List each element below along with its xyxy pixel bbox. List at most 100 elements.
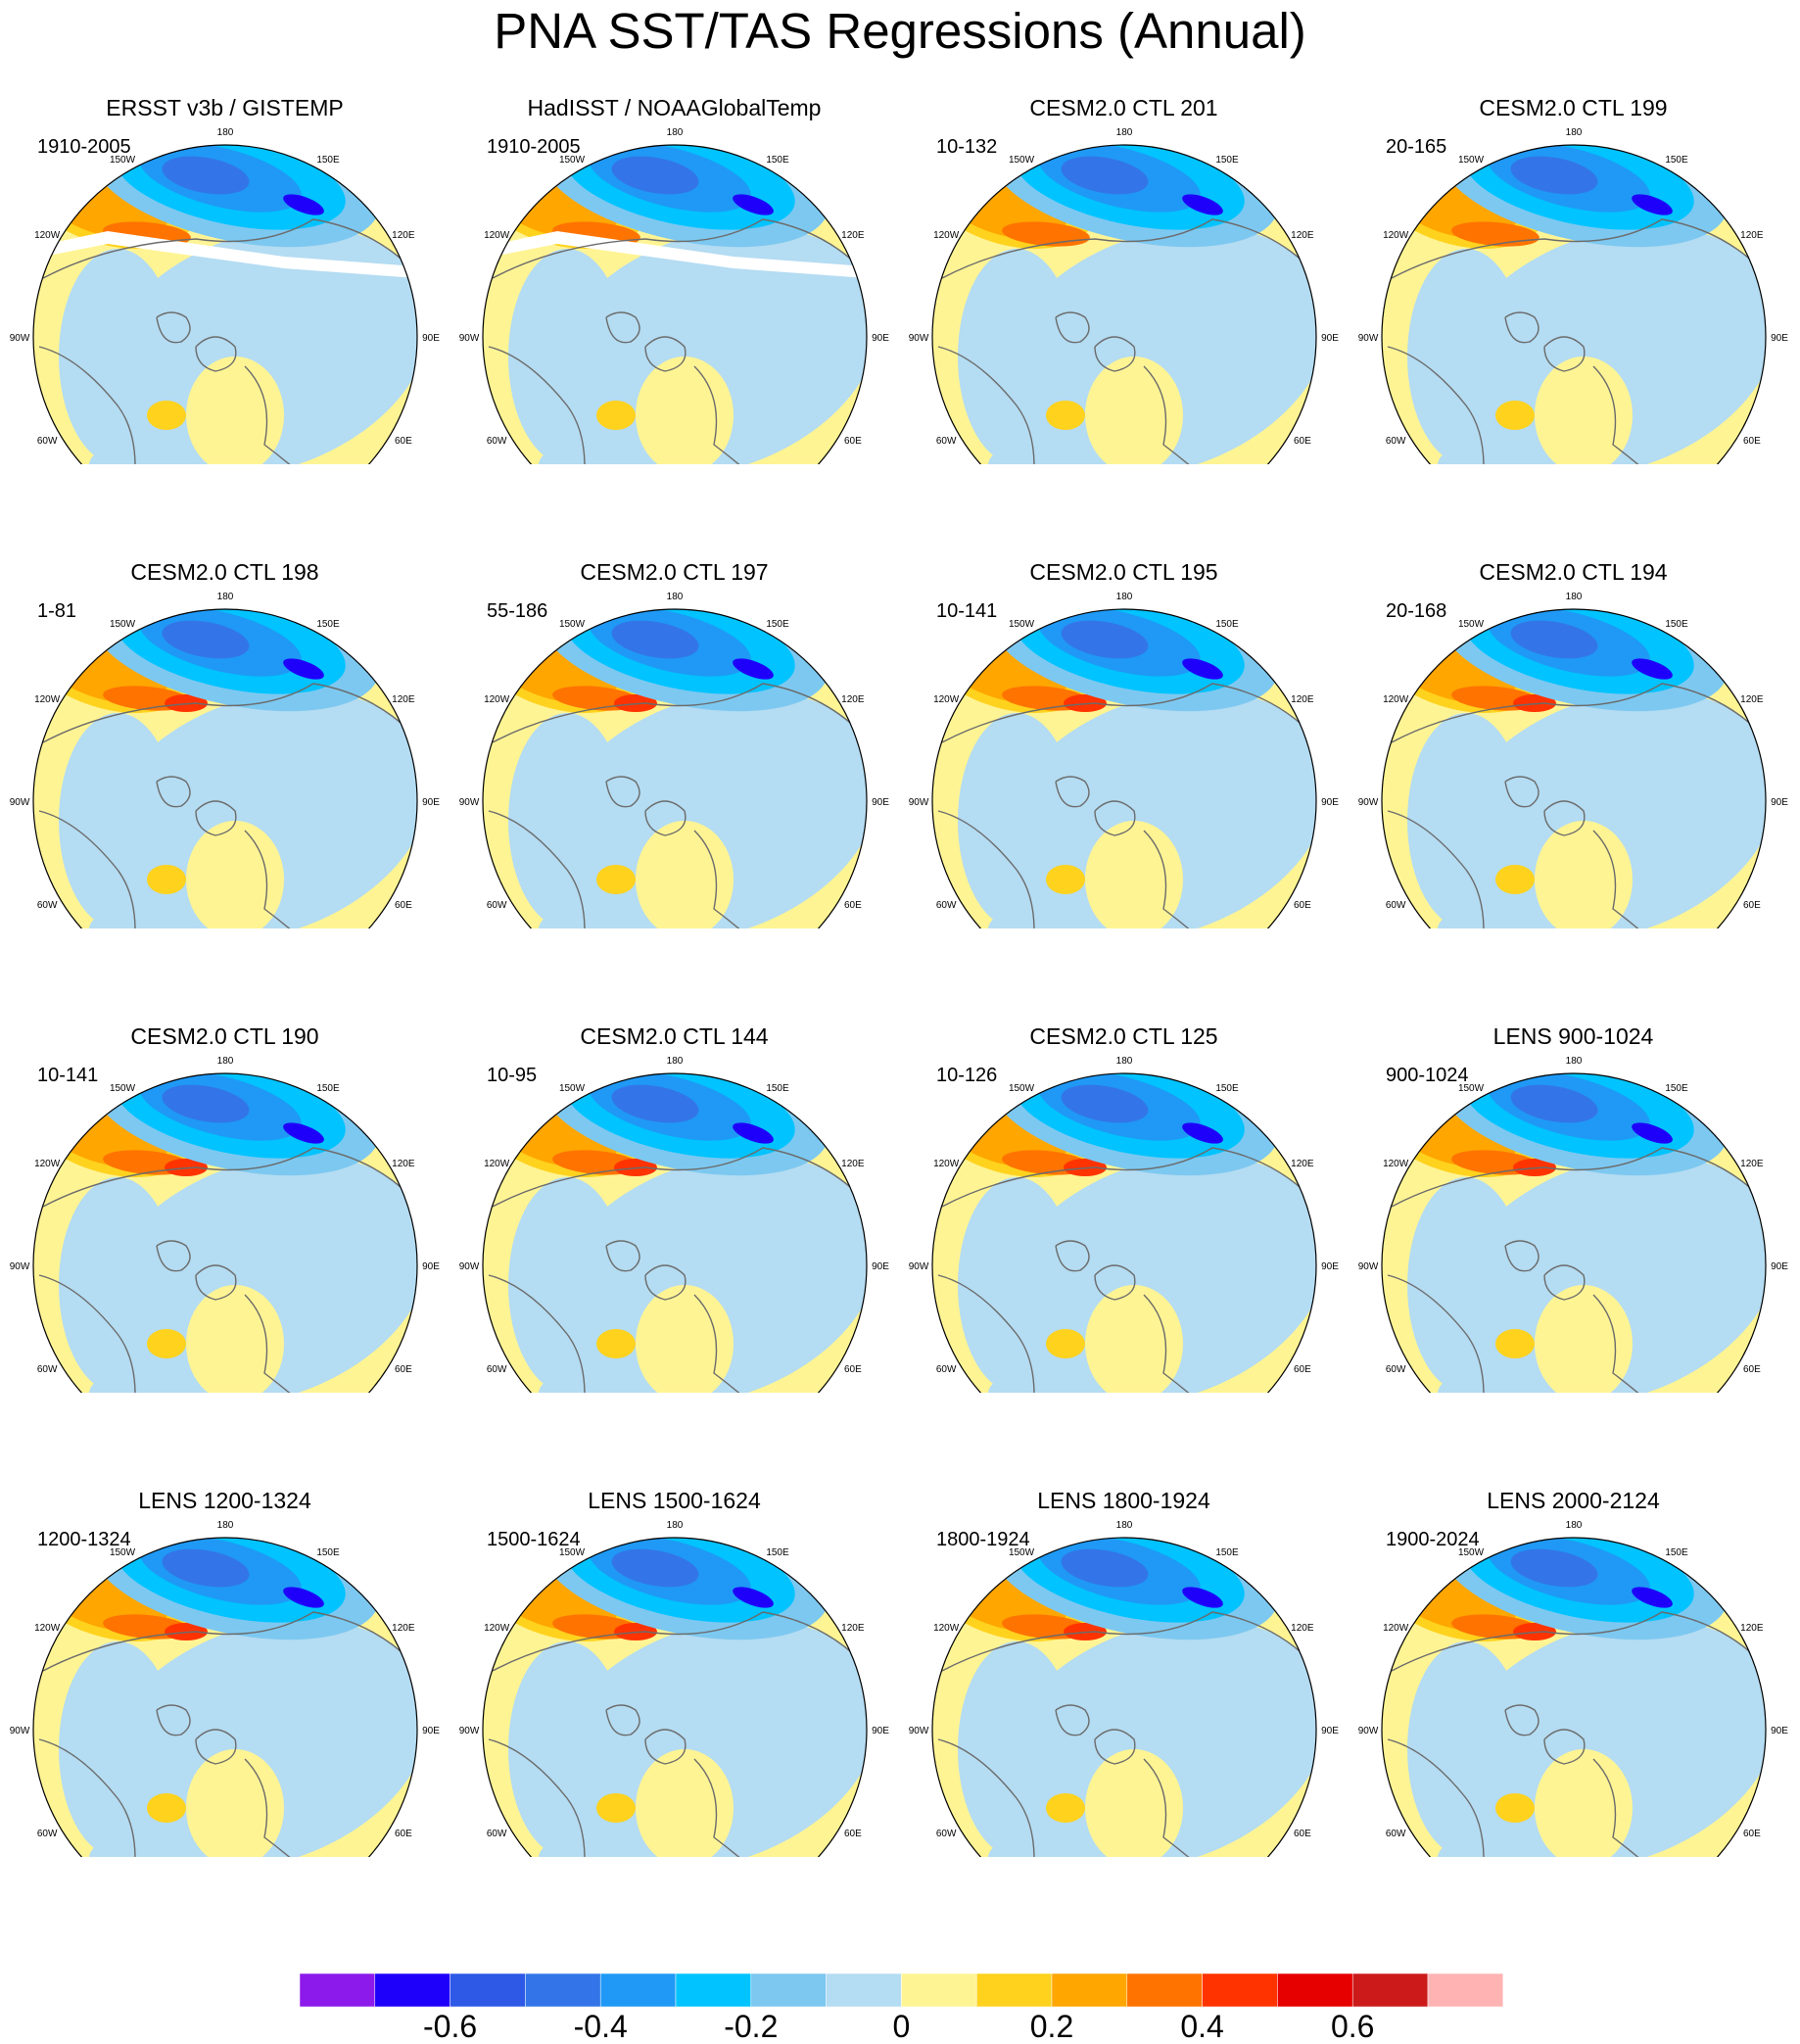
polar-map: 180150E120E90E60E30E030W60W90W120W150W bbox=[909, 1520, 1339, 1857]
longitude-label: 90W bbox=[1358, 333, 1379, 344]
negative-anomaly bbox=[162, 156, 250, 195]
panel-period: 1910-2005 bbox=[487, 136, 581, 158]
longitude-label: 90E bbox=[1321, 333, 1339, 344]
panel-period: 20-168 bbox=[1386, 600, 1447, 622]
coastline bbox=[1543, 1264, 1586, 1301]
colorbar-swatch bbox=[525, 1973, 601, 2008]
weak-negative-region bbox=[1407, 1177, 1525, 1393]
map-boundary bbox=[32, 1537, 418, 1857]
longitude-label: 120E bbox=[392, 694, 415, 705]
colorbar-swatch bbox=[374, 1973, 450, 2008]
longitude-label: 150W bbox=[1458, 155, 1485, 166]
colorbar-tick-label: -0.2 bbox=[724, 2009, 778, 2044]
coastline bbox=[1592, 365, 1692, 464]
longitude-label: 120W bbox=[933, 1623, 960, 1634]
weak-negative-region bbox=[88, 1371, 206, 1393]
longitude-label: 150E bbox=[766, 155, 789, 166]
longitude-label: 90W bbox=[1358, 1261, 1379, 1272]
polar-map: 180150E120E90E60E30E030W60W90W120W150W bbox=[909, 592, 1339, 928]
longitude-label: 150W bbox=[1009, 1547, 1035, 1558]
coastline bbox=[42, 683, 412, 743]
coastline bbox=[1143, 830, 1243, 928]
map-panel: 180150E120E90E60E30E030W60W90W120W150WCE… bbox=[0, 464, 450, 928]
longitude-label: 90W bbox=[909, 1261, 929, 1272]
coastline bbox=[605, 311, 640, 344]
longitude-label: 60E bbox=[844, 1364, 862, 1375]
longitude-label: 150E bbox=[1215, 1547, 1239, 1558]
longitude-label: 120E bbox=[1291, 694, 1314, 705]
coastline bbox=[937, 810, 1035, 928]
longitude-label: 150E bbox=[766, 619, 789, 630]
coastline bbox=[644, 1729, 687, 1765]
map-boundary bbox=[1381, 144, 1767, 464]
coastline bbox=[42, 218, 412, 279]
colorbar-swatch bbox=[599, 1973, 677, 2008]
weak-negative-region bbox=[508, 1641, 626, 1857]
panel-title: HadISST / NOAAGlobalTemp bbox=[527, 95, 822, 120]
negative-anomaly bbox=[1061, 156, 1149, 195]
panel-title: CESM2.0 CTL 195 bbox=[1029, 559, 1218, 585]
longitude-label: 180 bbox=[667, 1056, 684, 1067]
coastline bbox=[693, 1758, 793, 1857]
positive-anomaly bbox=[147, 401, 186, 430]
coastline bbox=[492, 683, 862, 743]
coastline bbox=[1391, 683, 1761, 743]
map-panel: 180150E120E90E60E30E030W60W90W120W150WER… bbox=[0, 0, 450, 464]
panel-title: CESM2.0 CTL 144 bbox=[580, 1023, 769, 1049]
longitude-label: 120W bbox=[34, 1159, 61, 1169]
longitude-label: 120E bbox=[841, 1623, 865, 1634]
positive-anomaly bbox=[1046, 1793, 1085, 1823]
longitude-label: 120E bbox=[1740, 1159, 1764, 1169]
weak-negative-region bbox=[958, 249, 1075, 464]
panel-title: CESM2.0 CTL 201 bbox=[1029, 95, 1218, 120]
longitude-label: 60E bbox=[1294, 436, 1311, 447]
coastline bbox=[1094, 1729, 1136, 1765]
strong-negative-anomaly bbox=[283, 1587, 324, 1608]
strong-negative-anomaly bbox=[283, 658, 324, 680]
weak-negative-region bbox=[1437, 443, 1554, 464]
polar-map: 180150E120E90E60E30E030W60W90W120W150W bbox=[459, 592, 889, 928]
longitude-label: 90W bbox=[459, 1261, 480, 1272]
polar-map: 180150E120E90E60E30E030W60W90W120W150W bbox=[1358, 1056, 1788, 1393]
coastline bbox=[195, 800, 237, 836]
coastline bbox=[693, 830, 793, 928]
positive-anomaly bbox=[1451, 221, 1539, 247]
panel-title: LENS 1800-1924 bbox=[1037, 1488, 1210, 1513]
longitude-label: 90E bbox=[1771, 1261, 1788, 1272]
coastline bbox=[941, 1611, 1311, 1672]
longitude-label: 90E bbox=[872, 1726, 889, 1736]
negative-anomaly bbox=[162, 1084, 250, 1123]
longitude-label: 120E bbox=[1291, 230, 1314, 241]
coastline bbox=[644, 1264, 687, 1301]
negative-anomaly bbox=[1061, 1548, 1149, 1588]
longitude-label: 60E bbox=[395, 436, 412, 447]
coastline bbox=[492, 218, 862, 279]
longitude-label: 180 bbox=[1116, 127, 1133, 138]
longitude-label: 150W bbox=[559, 619, 586, 630]
negative-anomaly bbox=[1061, 620, 1149, 659]
map-boundary bbox=[1381, 1537, 1767, 1857]
strong-negative-anomaly bbox=[733, 658, 774, 680]
coastline bbox=[1391, 1147, 1761, 1208]
longitude-label: 60E bbox=[1743, 1364, 1761, 1375]
map-panel: 180150E120E90E60E30E030W60W90W120W150WLE… bbox=[1349, 928, 1798, 1393]
coastline bbox=[156, 1240, 191, 1272]
positive-anomaly bbox=[147, 1793, 186, 1823]
coastline bbox=[38, 1738, 136, 1857]
weak-negative-region bbox=[88, 907, 206, 928]
strong-negative-anomaly bbox=[283, 194, 324, 215]
longitude-label: 120W bbox=[933, 694, 960, 705]
longitude-label: 90W bbox=[459, 333, 480, 344]
coastline bbox=[937, 1274, 1035, 1393]
longitude-label: 120E bbox=[1291, 1623, 1314, 1634]
longitude-label: 150E bbox=[1665, 155, 1688, 166]
longitude-label: 60W bbox=[487, 436, 507, 447]
strong-negative-anomaly bbox=[733, 1587, 774, 1608]
longitude-label: 90E bbox=[422, 333, 440, 344]
map-boundary bbox=[931, 144, 1317, 464]
coastline bbox=[1543, 336, 1586, 372]
longitude-label: 120E bbox=[392, 230, 415, 241]
positive-anomaly bbox=[596, 1793, 636, 1823]
longitude-label: 60E bbox=[395, 900, 412, 911]
longitude-label: 150W bbox=[1458, 1547, 1485, 1558]
